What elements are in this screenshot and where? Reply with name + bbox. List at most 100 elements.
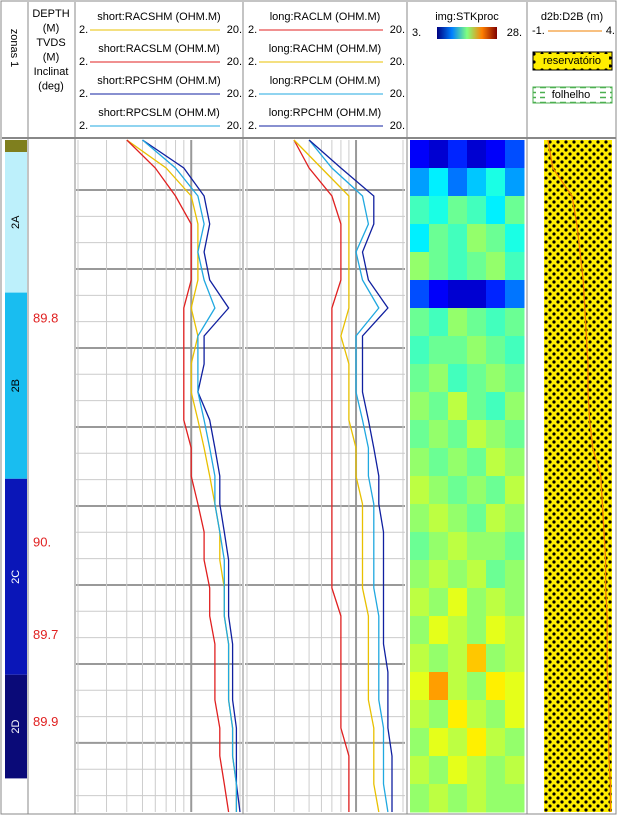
- image-cell: [486, 672, 506, 701]
- lithology-fill: [544, 140, 612, 812]
- depth-header: TVDS: [36, 37, 65, 49]
- image-cell: [467, 504, 487, 533]
- image-cell: [505, 560, 525, 589]
- curve-name: long:RACLM (OHM.M): [270, 11, 381, 23]
- image-cell: [467, 196, 487, 225]
- image-cell: [505, 700, 525, 729]
- image-cell: [410, 532, 430, 561]
- image-cell: [448, 756, 468, 785]
- image-cell: [429, 224, 449, 253]
- image-cell: [429, 504, 449, 533]
- image-cell: [467, 420, 487, 449]
- image-cell: [486, 420, 506, 449]
- curve-name: short:RACSHM (OHM.M): [97, 11, 220, 23]
- image-cell: [448, 728, 468, 757]
- scale-max: 20.: [390, 56, 405, 68]
- inclination-label: 89.7: [33, 627, 58, 642]
- image-cell: [410, 392, 430, 421]
- zone-title: zonas 1: [8, 29, 20, 68]
- scale-max: 20.: [227, 56, 242, 68]
- image-cell: [448, 504, 468, 533]
- image-cell: [429, 644, 449, 673]
- image-cell: [410, 280, 430, 309]
- image-cell: [410, 252, 430, 281]
- image-cell: [429, 672, 449, 701]
- inclination-label: 89.9: [33, 714, 58, 729]
- curve-name: short:RACSLM (OHM.M): [98, 43, 220, 55]
- image-cell: [505, 672, 525, 701]
- zone-label: 2B: [10, 379, 22, 392]
- image-cell: [429, 448, 449, 477]
- image-cell: [467, 700, 487, 729]
- image-cell: [448, 616, 468, 645]
- zone: [5, 140, 27, 152]
- legend-label: folhelho: [552, 89, 591, 101]
- image-cell: [448, 252, 468, 281]
- depth-header: (M): [43, 22, 60, 34]
- scale-max: 4.: [606, 25, 615, 37]
- image-cell: [410, 588, 430, 617]
- scale-max: 20.: [227, 88, 242, 100]
- image-cell: [448, 784, 468, 813]
- scale-min: -1.: [532, 25, 545, 37]
- image-cell: [448, 560, 468, 589]
- curve-name: long:RACHM (OHM.M): [269, 43, 381, 55]
- image-cell: [467, 140, 487, 169]
- image-cell: [448, 308, 468, 337]
- image-cell: [467, 392, 487, 421]
- image-cell: [467, 252, 487, 281]
- image-cell: [429, 308, 449, 337]
- image-cell: [410, 140, 430, 169]
- image-cell: [448, 700, 468, 729]
- d2b-name: d2b:D2B (m): [541, 11, 603, 23]
- image-cell: [429, 784, 449, 813]
- image-cell: [410, 476, 430, 505]
- image-cell: [505, 224, 525, 253]
- scale-max: 20.: [390, 88, 405, 100]
- image-cell: [505, 616, 525, 645]
- image-cell: [467, 728, 487, 757]
- image-cell: [486, 616, 506, 645]
- image-cell: [429, 168, 449, 197]
- inclination-label: 89.8: [33, 311, 58, 326]
- image-cell: [429, 532, 449, 561]
- image-cell: [448, 448, 468, 477]
- depth-header: (M): [43, 51, 60, 63]
- image-cell: [486, 280, 506, 309]
- image-cell: [467, 224, 487, 253]
- curve: [143, 140, 237, 812]
- image-cell: [467, 560, 487, 589]
- image-cell: [505, 756, 525, 785]
- image-cell: [410, 196, 430, 225]
- image-cell: [467, 532, 487, 561]
- image-cell: [486, 700, 506, 729]
- image-cell: [486, 168, 506, 197]
- depth-header: DEPTH: [32, 8, 69, 20]
- image-cell: [429, 392, 449, 421]
- image-cell: [448, 420, 468, 449]
- image-cell: [505, 252, 525, 281]
- image-cell: [486, 644, 506, 673]
- image-cell: [448, 644, 468, 673]
- image-cell: [448, 392, 468, 421]
- well-log: zonas 12A2B2C2DDEPTH(M)TVDS(M)Inclinat(d…: [0, 0, 618, 816]
- image-cell: [410, 224, 430, 253]
- image-cell: [429, 336, 449, 365]
- image-cell: [429, 616, 449, 645]
- image-cell: [486, 756, 506, 785]
- image-cell: [505, 196, 525, 225]
- image-cell: [429, 700, 449, 729]
- zone-label: 2A: [10, 215, 22, 229]
- image-cell: [505, 168, 525, 197]
- image-cell: [410, 756, 430, 785]
- image-cell: [505, 644, 525, 673]
- image-cell: [505, 140, 525, 169]
- image-cell: [505, 476, 525, 505]
- curve-name: short:RPCSHM (OHM.M): [97, 75, 220, 87]
- image-cell: [486, 532, 506, 561]
- image-cell: [467, 644, 487, 673]
- scale-min: 2.: [248, 88, 257, 100]
- image-cell: [448, 672, 468, 701]
- image-cell: [429, 560, 449, 589]
- image-cell: [448, 532, 468, 561]
